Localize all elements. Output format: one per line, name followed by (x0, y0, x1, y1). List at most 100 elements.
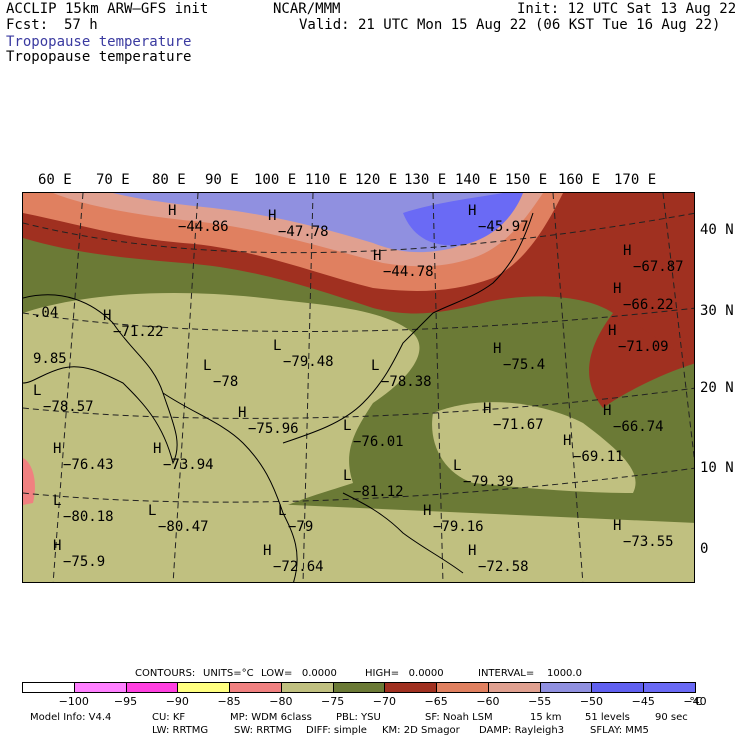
model-info-item: SF: Noah LSM (425, 712, 493, 723)
extremum-letter: H (468, 543, 477, 559)
extremum-letter: H (603, 403, 612, 419)
extremum-label: H −73.94 (153, 441, 214, 473)
extremum-label: H −75.96 (238, 405, 299, 437)
extremum-letter: H (468, 203, 477, 219)
extremum-value: −81.12 (353, 484, 404, 500)
extremum-label: H −66.22 (613, 281, 674, 313)
extremum-label: H −44.78 (373, 248, 434, 280)
colorbar-swatch (539, 682, 593, 693)
field-title-primary: Tropopause temperature (6, 34, 192, 50)
longitude-label: 140 E (455, 172, 498, 188)
model-info-item: LW: RRTMG (152, 725, 209, 736)
valid-time: Valid: 21 UTC Mon 15 Aug 22 (06 KST Tue … (299, 17, 721, 33)
extremum-value: −71.09 (618, 339, 669, 355)
extremum-label: H −71.09 (608, 323, 669, 355)
colorbar-label: −95 (113, 695, 138, 708)
colorbar-label: −90 (165, 695, 189, 708)
extremum-letter: L (278, 503, 287, 519)
interval-label: INTERVAL= 1000.0 (478, 668, 582, 679)
extremum-label: H −45.97 (468, 203, 529, 235)
lavender-core (113, 193, 523, 253)
colorbar-swatch (487, 682, 541, 693)
low-label: LOW= 0.0000 (261, 668, 337, 679)
colorbar-label: −85 (217, 695, 241, 708)
extremum-value: −47.78 (278, 224, 329, 240)
colorbar-label: −100 (58, 695, 89, 708)
forecast-hours: 57 h (64, 17, 98, 33)
coastlines (23, 212, 534, 582)
extremum-value: −71.67 (493, 417, 544, 433)
extremum-letter: H (53, 538, 62, 554)
colorbar-swatch (332, 682, 386, 693)
extremum-label: H −47.78 (268, 208, 329, 240)
extremum-value: −72.58 (478, 559, 529, 575)
model-info-item: PBL: YSU (336, 712, 381, 723)
colorbar-label: −40 (683, 695, 707, 708)
field-title-secondary: Tropopause temperature (6, 49, 192, 65)
model-title: ACCLIP 15km ARW–GFS init (6, 1, 209, 17)
model-info-item: KM: 2D Smagor (382, 725, 460, 736)
extremum-value: −44.86 (178, 219, 229, 235)
colorbar-swatch (125, 682, 179, 693)
longitude-label: 110 E (305, 172, 348, 188)
extremum-letter: L (343, 468, 352, 484)
colorbar-swatch (280, 682, 334, 693)
extremum-label: L −78.57 (33, 383, 94, 415)
extremum-letter: H (613, 518, 622, 534)
extremum-value: −66.74 (613, 419, 664, 435)
extremum-letter: H (373, 248, 382, 264)
extremum-value: −76.01 (353, 434, 404, 450)
extremum-letter: L (453, 458, 462, 474)
extremum-label: .04 (23, 305, 58, 321)
extremum-value: −45.97 (478, 219, 529, 235)
extremum-value: −69.11 (573, 449, 624, 465)
longitude-label: 120 E (355, 172, 398, 188)
init-time: Init: 12 UTC Sat 13 Aug 22 (517, 1, 737, 17)
extremum-label: H −44.86 (168, 203, 229, 235)
extremum-value: −75.4 (503, 357, 546, 373)
latitude-label: 0 (700, 541, 709, 557)
extremum-value: −72.64 (273, 559, 324, 575)
extremum-label: H −71.22 (103, 308, 164, 340)
extremum-label: L −78 (203, 358, 238, 390)
longitude-label: 160 E (558, 172, 601, 188)
pacific-khaki-region (432, 402, 636, 493)
extremum-letter: L (273, 338, 282, 354)
extremum-label: H −79.16 (423, 503, 484, 535)
extremum-value: −79.39 (463, 474, 514, 490)
model-info-item: 15 km (530, 712, 562, 723)
extremum-letter: L (53, 493, 62, 509)
northeast-red-region (543, 193, 694, 362)
extremum-label: L −78.38 (371, 358, 432, 390)
extremum-letter: L (343, 418, 352, 434)
colorbar-label: −50 (579, 695, 604, 708)
extremum-label: H −66.74 (603, 403, 664, 435)
colorbar-label: −55 (528, 695, 552, 708)
extremum-letter: H (563, 433, 572, 449)
extremum-label: 9.85 (23, 351, 67, 367)
longitude-label: 100 E (254, 172, 297, 188)
extremum-label: H −75.4 (493, 341, 545, 373)
colorbar-label: −80 (269, 695, 293, 708)
colorbar-label: −75 (321, 695, 345, 708)
extremum-letter: H (268, 208, 277, 224)
extremum-letter: H (608, 323, 617, 339)
extremum-label: L −79.48 (273, 338, 334, 370)
extremum-value: 9.85 (33, 351, 67, 367)
extremum-label: L −80.47 (148, 503, 209, 535)
colorbar-swatch (436, 682, 489, 693)
extremum-value: −75.96 (248, 421, 299, 437)
extremum-value: −66.22 (623, 297, 674, 313)
extremum-label: H −72.64 (263, 543, 324, 575)
extremum-value: −79 (288, 519, 314, 535)
extremum-value: −76.43 (63, 457, 114, 473)
extremum-label: H −73.55 (613, 518, 674, 550)
colorbar-swatch (73, 682, 127, 693)
longitude-label: 130 E (404, 172, 447, 188)
extremum-letter: H (493, 341, 502, 357)
extremum-letter: H (483, 401, 492, 417)
extremum-value: −71.22 (113, 324, 164, 340)
colorbar-label: −45 (631, 695, 655, 708)
colorbar-swatch (22, 682, 75, 693)
extremum-label: H −71.67 (483, 401, 544, 433)
